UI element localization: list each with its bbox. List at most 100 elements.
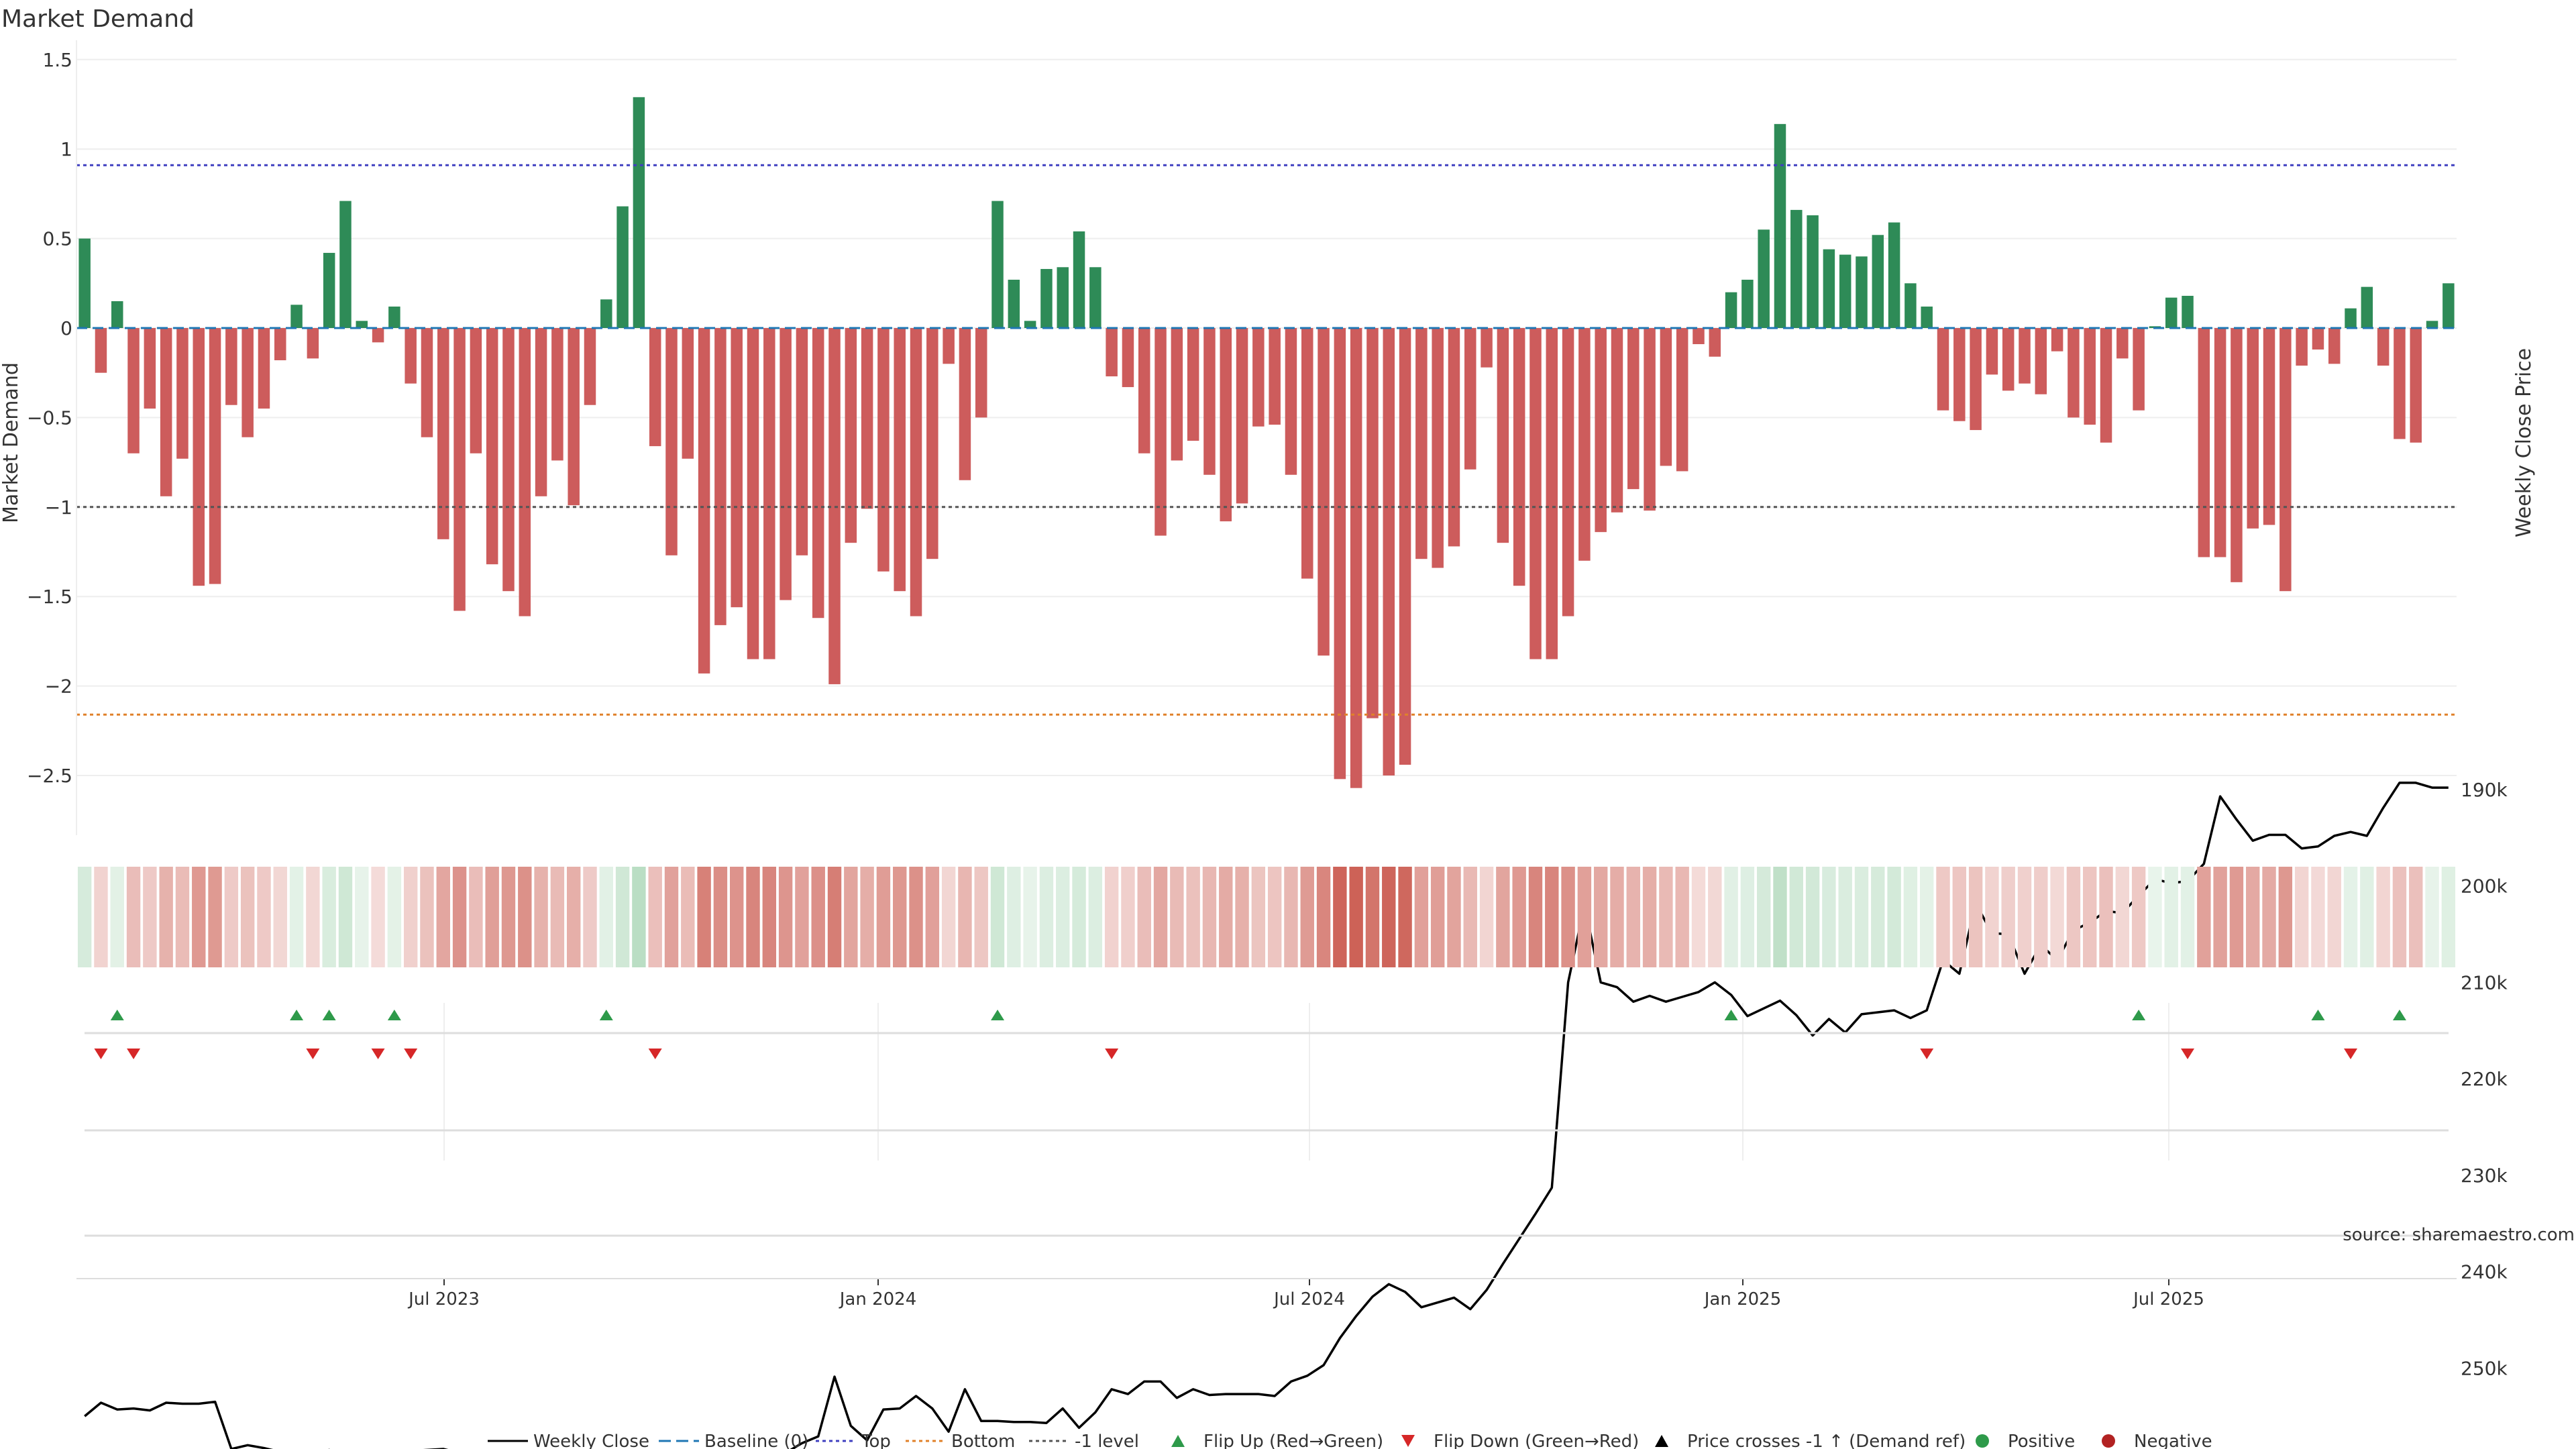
demand-strip-cell (2262, 867, 2276, 967)
legend-label: Weekly Close (533, 1432, 649, 1449)
demand-bar (1709, 328, 1721, 357)
demand-strip-cell (1903, 867, 1918, 967)
demand-bar (780, 328, 792, 600)
demand-bar (991, 201, 1004, 328)
demand-bar (519, 328, 531, 616)
flip-up-marker (322, 1010, 336, 1020)
demand-bar (1057, 267, 1069, 328)
demand-strip-cell (2050, 867, 2064, 967)
demand-strip-cell (2115, 867, 2130, 967)
demand-strip-cell (387, 867, 402, 967)
flip-down-marker (94, 1049, 108, 1059)
demand-strip-cell (110, 867, 124, 967)
demand-strip-cell (1936, 867, 1950, 967)
legend-label: -1 level (1075, 1432, 1139, 1449)
demand-bar (2116, 328, 2129, 359)
demand-bar (568, 328, 580, 506)
demand-strip-cell (2034, 867, 2048, 967)
demand-bar (1676, 328, 1688, 472)
demand-strip-cell (1104, 867, 1119, 967)
demand-strip-cell (1153, 867, 1168, 967)
demand-strip-cell (2180, 867, 2195, 967)
demand-strip-cell (1398, 867, 1412, 967)
demand-strip-cell (1137, 867, 1151, 967)
flip-markers (85, 1010, 2449, 1059)
demand-strip-cell (240, 867, 255, 967)
demand-bar (1399, 328, 1411, 765)
demand-strip-cell (1985, 867, 1999, 967)
demand-bar (665, 328, 678, 555)
demand-bar (1155, 328, 1167, 536)
demand-bar (2084, 328, 2096, 425)
demand-strip-cell (1023, 867, 1037, 967)
y-axis-label-right: Weekly Close Price (2512, 348, 2536, 537)
flip-down-marker (1105, 1049, 1119, 1059)
demand-bar (1318, 328, 1330, 656)
demand-bar (2133, 328, 2145, 411)
demand-bar (2426, 321, 2438, 328)
demand-bar (2279, 328, 2292, 592)
demand-strip-cell (1349, 867, 1363, 967)
y-tick-left: −2.5 (27, 765, 72, 787)
demand-strip-cell (2311, 867, 2325, 967)
flip-up-marker (2311, 1010, 2325, 1020)
demand-bar (2443, 283, 2455, 328)
demand-bar (453, 328, 466, 611)
flip-up-marker (991, 1010, 1005, 1020)
demand-strip-cell (1333, 867, 1347, 967)
demand-strip-cell (1659, 867, 1673, 967)
demand-bar (95, 328, 107, 373)
x-tick-label: Jan 2024 (839, 1289, 917, 1309)
legend-label: Price crosses -1 ↑ (Demand ref) (1687, 1432, 1966, 1449)
demand-bar (2263, 328, 2275, 525)
demand-bar (2035, 328, 2047, 394)
demand-bar (1448, 328, 1460, 547)
demand-bar (437, 328, 449, 539)
demand-strip-cell (2327, 867, 2341, 967)
demand-bar (1513, 328, 1525, 586)
demand-bar (551, 328, 564, 461)
demand-strip-cell (1365, 867, 1380, 967)
legend-swatch-dot (2102, 1434, 2115, 1448)
demand-bar (1383, 328, 1395, 775)
legend-label: Top (861, 1432, 891, 1449)
demand-strip-cell (599, 867, 614, 967)
demand-bar (1497, 328, 1509, 543)
legend-swatch-triangle-up (1655, 1435, 1668, 1447)
demand-bar (1366, 328, 1379, 718)
demand-strip-cell (941, 867, 956, 967)
demand-strip-cell (1007, 867, 1021, 967)
demand-strip-cell (632, 867, 646, 967)
flip-up-marker (599, 1010, 613, 1020)
demand-bar (2019, 328, 2031, 384)
demand-bar (372, 328, 384, 343)
demand-bar (290, 305, 303, 328)
y-tick-right: 220k (2461, 1068, 2508, 1090)
x-tick-label: Jan 2025 (1703, 1289, 1782, 1309)
y-tick-left: −1.5 (27, 586, 72, 608)
demand-strip-cell (893, 867, 907, 967)
source-note: source: sharemaestro.com (2343, 1225, 2575, 1245)
demand-strip-cell (306, 867, 320, 967)
demand-strip-cell (1382, 867, 1396, 967)
demand-bar (649, 328, 661, 447)
y-tick-right: 200k (2461, 875, 2508, 898)
demand-bar (1693, 328, 1705, 345)
demand-strip-cell (1626, 867, 1640, 967)
y-tick-left: 0 (60, 317, 72, 339)
demand-bar (1236, 328, 1248, 504)
demand-strip-cell (876, 867, 891, 967)
demand-bar (1790, 209, 1803, 328)
demand-bar (2377, 328, 2390, 366)
demand-bar (1872, 235, 1884, 328)
demand-bar (225, 328, 237, 405)
demand-strip-cell (2441, 867, 2456, 967)
demand-strip-cell (974, 867, 988, 967)
demand-bar (535, 328, 547, 496)
demand-strip-cell (192, 867, 206, 967)
demand-bar (209, 328, 221, 584)
x-tick-label: Jul 2023 (407, 1289, 480, 1309)
demand-strip-cell (811, 867, 825, 967)
demand-strip-cell (746, 867, 760, 967)
